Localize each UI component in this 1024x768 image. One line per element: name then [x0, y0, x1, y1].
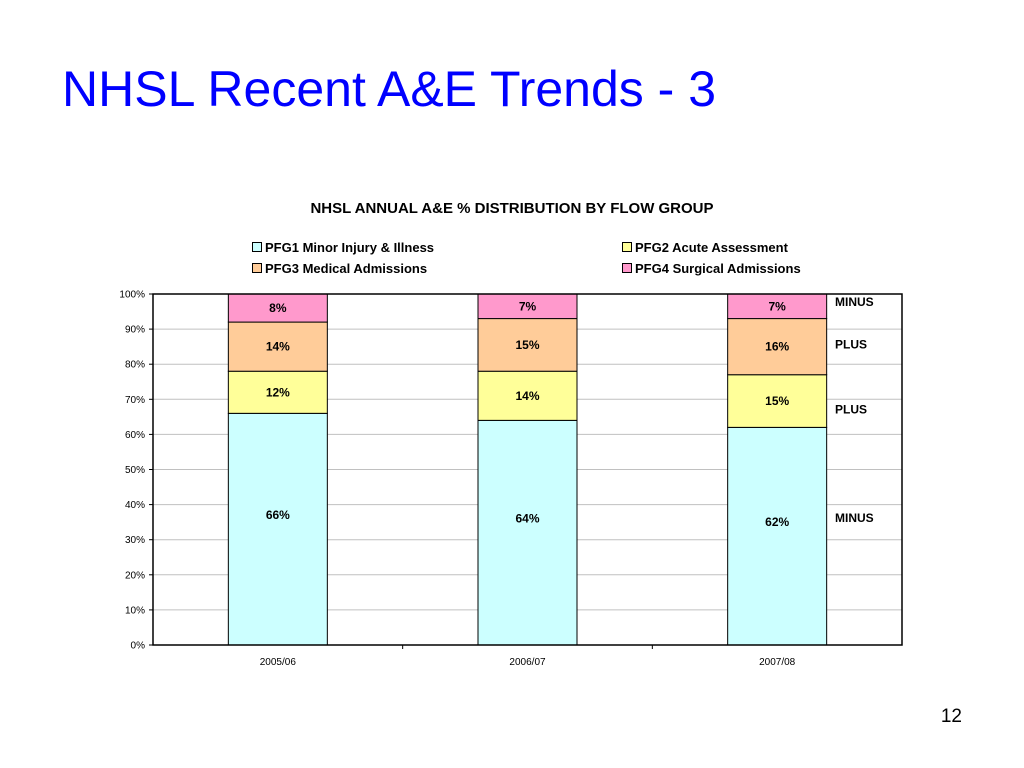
bar-segment: [727, 374, 828, 428]
y-tick-label: 50%: [125, 465, 145, 476]
annotation-label: MINUS: [835, 511, 874, 525]
bar-segment: [227, 321, 328, 372]
plot-border: [152, 293, 903, 646]
data-label: 7%: [519, 299, 537, 313]
annotation-label: MINUS: [835, 295, 874, 309]
legend-item-pfg1: PFG1 Minor Injury & Illness: [252, 241, 434, 255]
legend-label-pfg2: PFG2 Acute Assessment: [635, 240, 788, 255]
data-label: 64%: [515, 512, 539, 526]
y-tick-label: 30%: [125, 535, 145, 546]
legend-label-pfg1: PFG1 Minor Injury & Illness: [265, 240, 435, 255]
legend-label-pfg3: PFG3 Medical Admissions: [265, 261, 428, 276]
bar-segment: [477, 370, 578, 421]
data-label: 15%: [515, 338, 539, 352]
bar-segment: [727, 318, 828, 376]
data-label: 15%: [765, 394, 789, 408]
data-label: 8%: [269, 301, 287, 315]
y-tick-label: 10%: [125, 605, 145, 616]
data-label: 16%: [765, 340, 789, 354]
y-tick-label: 40%: [125, 500, 145, 511]
legend-label-pfg4: PFG4 Surgical Admissions: [635, 261, 801, 276]
page-number: 12: [940, 706, 962, 727]
data-label: 14%: [266, 340, 290, 354]
data-label: 12%: [266, 385, 290, 399]
legend-item-pfg3: PFG3 Medical Admissions: [252, 262, 427, 276]
data-label: 14%: [515, 389, 539, 403]
bar-segment: [477, 318, 578, 372]
bar-segment: [477, 293, 578, 320]
x-tick-label: 2005/06: [260, 657, 297, 668]
bar-segment: [727, 293, 828, 320]
y-tick-label: 80%: [125, 360, 145, 371]
slide-title: NHSL Recent A&E Trends - 3: [62, 61, 717, 117]
bar-segment: [227, 293, 328, 323]
legend-swatch-pfg1: [252, 242, 262, 252]
bar-segment: [227, 412, 328, 646]
y-tick-label: 100%: [119, 290, 145, 301]
bar-segment: [727, 426, 828, 646]
chart-title: NHSL ANNUAL A&E % DISTRIBUTION BY FLOW G…: [310, 200, 714, 217]
y-tick-label: 60%: [125, 430, 145, 441]
y-tick-label: 70%: [125, 395, 145, 406]
legend-item-pfg4: PFG4 Surgical Admissions: [622, 262, 801, 276]
legend-swatch-pfg2: [622, 242, 632, 252]
y-tick-label: 20%: [125, 570, 145, 581]
data-label: 7%: [768, 299, 786, 313]
data-label: 62%: [765, 515, 789, 529]
legend-item-pfg2: PFG2 Acute Assessment: [622, 241, 788, 255]
bar-segment: [477, 419, 578, 646]
y-tick-label: 90%: [125, 325, 145, 336]
annotation-label: PLUS: [835, 338, 867, 352]
y-tick-label: 0%: [131, 641, 146, 652]
annotation-label: PLUS: [835, 403, 867, 417]
x-tick-label: 2007/08: [759, 657, 796, 668]
legend-swatch-pfg4: [622, 263, 632, 273]
legend-swatch-pfg3: [252, 263, 262, 273]
data-label: 66%: [266, 508, 290, 522]
x-tick-label: 2006/07: [509, 657, 546, 668]
